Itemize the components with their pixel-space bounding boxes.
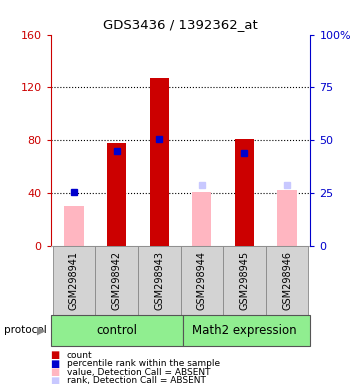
- Bar: [235, 139, 254, 246]
- Bar: [51, 315, 183, 346]
- Bar: [149, 78, 169, 246]
- Bar: [138, 246, 180, 315]
- Bar: [192, 192, 212, 246]
- Text: control: control: [96, 324, 137, 337]
- Text: protocol: protocol: [4, 325, 46, 335]
- Bar: [266, 246, 308, 315]
- Text: ■: ■: [51, 350, 60, 360]
- Text: GSM298945: GSM298945: [239, 251, 249, 310]
- Text: rank, Detection Call = ABSENT: rank, Detection Call = ABSENT: [67, 376, 206, 384]
- Text: GSM298943: GSM298943: [154, 251, 164, 310]
- Bar: [95, 246, 138, 315]
- Bar: [223, 246, 266, 315]
- Bar: [64, 206, 83, 246]
- Text: GDS3436 / 1392362_at: GDS3436 / 1392362_at: [103, 18, 258, 31]
- Bar: [278, 190, 297, 246]
- Bar: [53, 246, 95, 315]
- Text: ■: ■: [51, 359, 60, 369]
- Text: GSM298942: GSM298942: [112, 251, 122, 310]
- Text: GSM298944: GSM298944: [197, 251, 207, 310]
- Text: ■: ■: [51, 367, 60, 377]
- Text: value, Detection Call = ABSENT: value, Detection Call = ABSENT: [67, 367, 210, 377]
- Text: GSM298946: GSM298946: [282, 251, 292, 310]
- Text: ▶: ▶: [37, 325, 46, 335]
- Text: GSM298941: GSM298941: [69, 251, 79, 310]
- Text: Math2 expression: Math2 expression: [192, 324, 297, 337]
- Bar: [180, 246, 223, 315]
- Text: count: count: [67, 351, 92, 360]
- Bar: [183, 315, 310, 346]
- Text: percentile rank within the sample: percentile rank within the sample: [67, 359, 220, 368]
- Bar: [107, 143, 126, 246]
- Text: ■: ■: [51, 376, 60, 384]
